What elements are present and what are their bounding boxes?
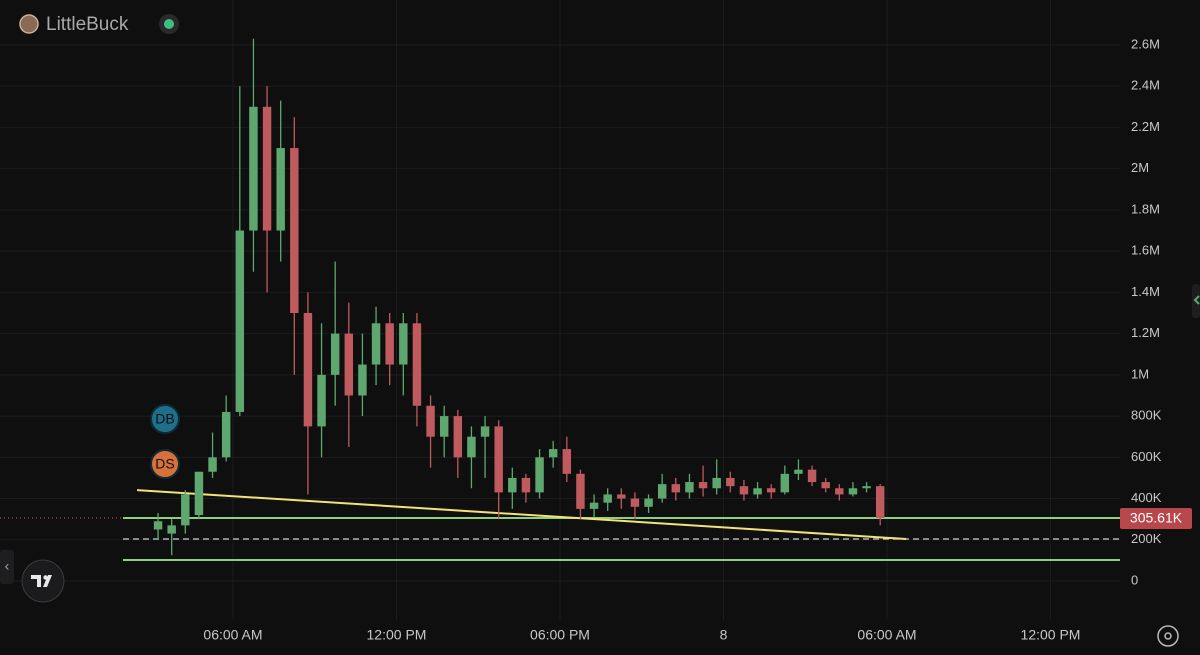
candle-body xyxy=(330,333,340,375)
candle-body xyxy=(766,488,776,493)
marker xyxy=(150,449,180,479)
candle-body xyxy=(712,477,721,489)
candle-body xyxy=(794,469,803,474)
candle-body xyxy=(875,486,885,519)
candle-body xyxy=(576,473,585,509)
candle-body xyxy=(303,312,313,427)
grid xyxy=(0,0,1120,620)
y-tick-label: 2.2M xyxy=(1131,119,1160,134)
y-tick-label: 1M xyxy=(1131,366,1149,381)
candle-body xyxy=(494,426,503,493)
candle-body xyxy=(508,477,517,493)
candle-body xyxy=(644,498,653,507)
candle-body xyxy=(344,333,354,396)
candle-body xyxy=(562,449,572,474)
avatar xyxy=(19,14,39,34)
candle-body xyxy=(167,525,176,534)
candle-body xyxy=(698,482,708,489)
logo-dot xyxy=(43,575,48,580)
candle-body xyxy=(453,416,463,458)
candle-body xyxy=(617,494,626,499)
candle-body xyxy=(235,230,245,412)
status-dot xyxy=(164,19,174,29)
x-tick-label: 06:00 AM xyxy=(857,627,916,643)
candle-body xyxy=(412,323,422,406)
left-handle-icon: ‹ xyxy=(5,558,10,574)
y-tick-label: 200K xyxy=(1131,531,1162,546)
y-tick-label: 1.6M xyxy=(1131,243,1160,258)
x-tick-label: 8 xyxy=(720,627,728,643)
x-tick-label: 06:00 AM xyxy=(203,627,262,643)
x-tick-label: 06:00 PM xyxy=(530,627,590,643)
candle-body xyxy=(358,364,367,396)
y-tick-label: 1.2M xyxy=(1131,325,1160,340)
y-tick-label: 2M xyxy=(1131,160,1149,175)
y-tick-label: 1.8M xyxy=(1131,201,1160,216)
y-tick-label: 400K xyxy=(1131,490,1162,505)
candle-body xyxy=(194,471,204,516)
chart-title: LittleBuck xyxy=(46,14,129,35)
last-price-label: 305.61K xyxy=(1130,510,1183,526)
candle-body xyxy=(603,494,612,503)
candle-body xyxy=(821,482,830,489)
candle-body xyxy=(221,411,231,458)
candle-body xyxy=(426,405,435,437)
y-tick-label: 800K xyxy=(1131,408,1162,423)
candle-body xyxy=(548,449,558,458)
candle-body xyxy=(671,484,681,493)
candle-body xyxy=(208,457,217,472)
last-price-box xyxy=(1120,508,1192,530)
y-tick-label: 2.6M xyxy=(1131,36,1160,51)
candle-body xyxy=(371,323,381,365)
candle-body xyxy=(657,484,667,499)
candle-body xyxy=(685,482,694,493)
marker-label: DS xyxy=(155,456,174,472)
trendline xyxy=(137,489,907,540)
marker-label: DB xyxy=(155,411,174,427)
candle-body xyxy=(467,436,476,458)
candle-body xyxy=(630,498,640,507)
candle-body xyxy=(181,494,190,526)
candle-body xyxy=(439,416,449,437)
marker xyxy=(150,404,180,434)
left-handle[interactable] xyxy=(0,550,14,584)
candle-body xyxy=(807,469,817,483)
candle-body xyxy=(848,488,858,495)
candle-body xyxy=(153,521,163,530)
candle-body xyxy=(385,323,394,365)
candle-body xyxy=(276,148,285,231)
y-tick-label: 1.4M xyxy=(1131,284,1160,299)
candle-body xyxy=(589,502,599,509)
candles xyxy=(153,38,885,556)
x-tick-label: 12:00 PM xyxy=(367,627,427,643)
candle-body xyxy=(249,106,258,231)
candle-body xyxy=(780,473,790,493)
price-lines xyxy=(0,489,1120,561)
settings-icon xyxy=(1164,632,1172,640)
candle-body xyxy=(726,477,735,487)
candle-body xyxy=(739,486,749,495)
y-tick-label: 0 xyxy=(1131,572,1138,587)
candle-body xyxy=(862,486,871,489)
candle-body xyxy=(535,457,544,493)
candle-body xyxy=(521,477,531,493)
candle-body xyxy=(317,374,326,427)
logo-bg[interactable] xyxy=(21,559,65,603)
candle-body xyxy=(290,148,299,313)
settings-button[interactable] xyxy=(1157,625,1179,647)
candle-body xyxy=(835,488,844,495)
candle-body xyxy=(399,323,408,365)
y-tick-label: 600K xyxy=(1131,449,1162,464)
candle-body xyxy=(480,426,490,437)
y-tick-label: 2.4M xyxy=(1131,78,1160,93)
x-tick-label: 12:00 PM xyxy=(1021,627,1081,643)
candle-body xyxy=(753,488,762,495)
candle-body xyxy=(262,106,272,231)
right-handle-icon xyxy=(1193,295,1200,305)
